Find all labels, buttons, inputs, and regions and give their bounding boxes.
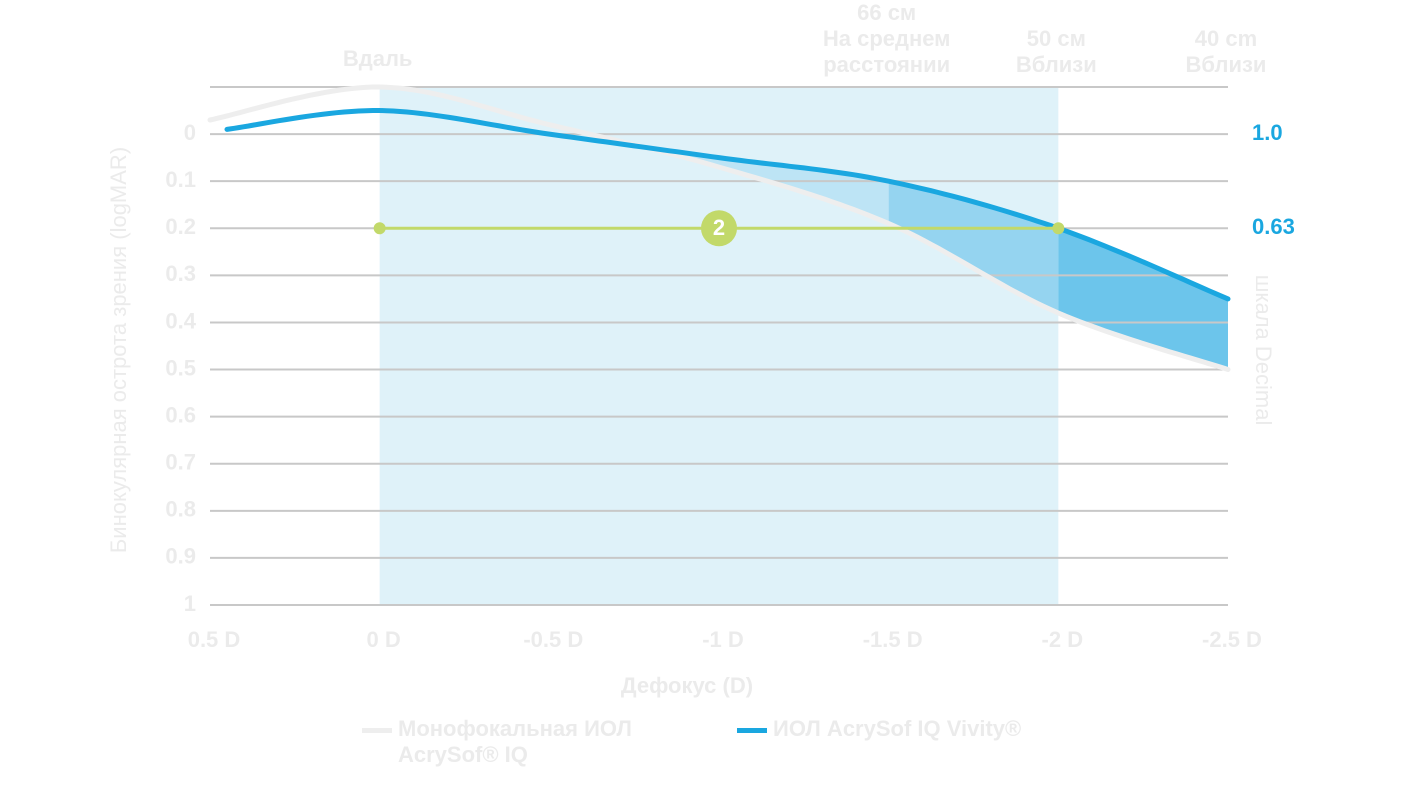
x-tick-label: 0 D — [367, 627, 401, 652]
y-tick-label: 0.5 — [165, 355, 196, 380]
annotation: 40 cm — [1195, 26, 1257, 51]
x-tick-label: -2 D — [1042, 627, 1084, 652]
y-tick-label: 0.6 — [165, 402, 196, 427]
y-tick-label: 0.4 — [165, 308, 196, 333]
y-tick-label: 0.7 — [165, 450, 196, 475]
annotation: Вблизи — [1016, 52, 1097, 77]
y2-axis-label: шкала Decimal — [1251, 275, 1276, 426]
reference-badge-label: 2 — [713, 215, 725, 240]
y-tick-label: 0.3 — [165, 261, 196, 286]
series-line — [207, 84, 1231, 372]
x-tick-label: -1.5 D — [863, 627, 923, 652]
y-tick-label: 0 — [184, 120, 196, 145]
reference-point — [1052, 222, 1065, 235]
legend-item: ИОЛ AcrySof IQ Vivity® — [737, 716, 1077, 742]
annotation: 50 см — [1027, 26, 1086, 51]
annotation: расстоянии — [823, 52, 950, 77]
x-tick-label: -0.5 D — [523, 627, 583, 652]
x-tick-label: 0.5 D — [188, 627, 241, 652]
annotation: Вдаль — [343, 46, 413, 71]
x-tick-label: -2.5 D — [1202, 627, 1262, 652]
x-axis-label: Дефокус (D) — [621, 673, 753, 698]
y-axis-label: Бинокулярная острота зрения (logMAR) — [106, 147, 131, 553]
reference-badge — [701, 210, 737, 247]
highlight-region — [888, 181, 1059, 314]
y-tick-label: 0.9 — [165, 544, 196, 569]
annotation: Вблизи — [1186, 52, 1267, 77]
y2-tick-label: 0.63 — [1252, 214, 1295, 239]
legend-label: ИОЛ AcrySof IQ Vivity® — [773, 716, 1022, 741]
legend-swatch — [737, 728, 767, 733]
y-tick-label: 0.1 — [165, 167, 196, 192]
y-tick-label: 0.2 — [165, 214, 196, 239]
legend-label: Монофокальная ИОЛ AcrySof® IQ — [398, 716, 632, 767]
reference-point — [373, 222, 386, 235]
y2-tick-label: 1.0 — [1252, 120, 1283, 145]
highlight-region — [1058, 228, 1228, 370]
shaded-range — [379, 87, 1059, 605]
highlight-region — [651, 148, 889, 224]
annotation: На среднем — [823, 26, 951, 51]
legend-swatch — [362, 728, 392, 733]
y-tick-label: 1 — [184, 591, 196, 616]
annotation: 66 см — [857, 0, 916, 25]
x-tick-label: -1 D — [702, 627, 744, 652]
y-tick-label: 0.8 — [165, 497, 196, 522]
legend-item: Монофокальная ИОЛ AcrySof® IQ — [362, 716, 692, 768]
